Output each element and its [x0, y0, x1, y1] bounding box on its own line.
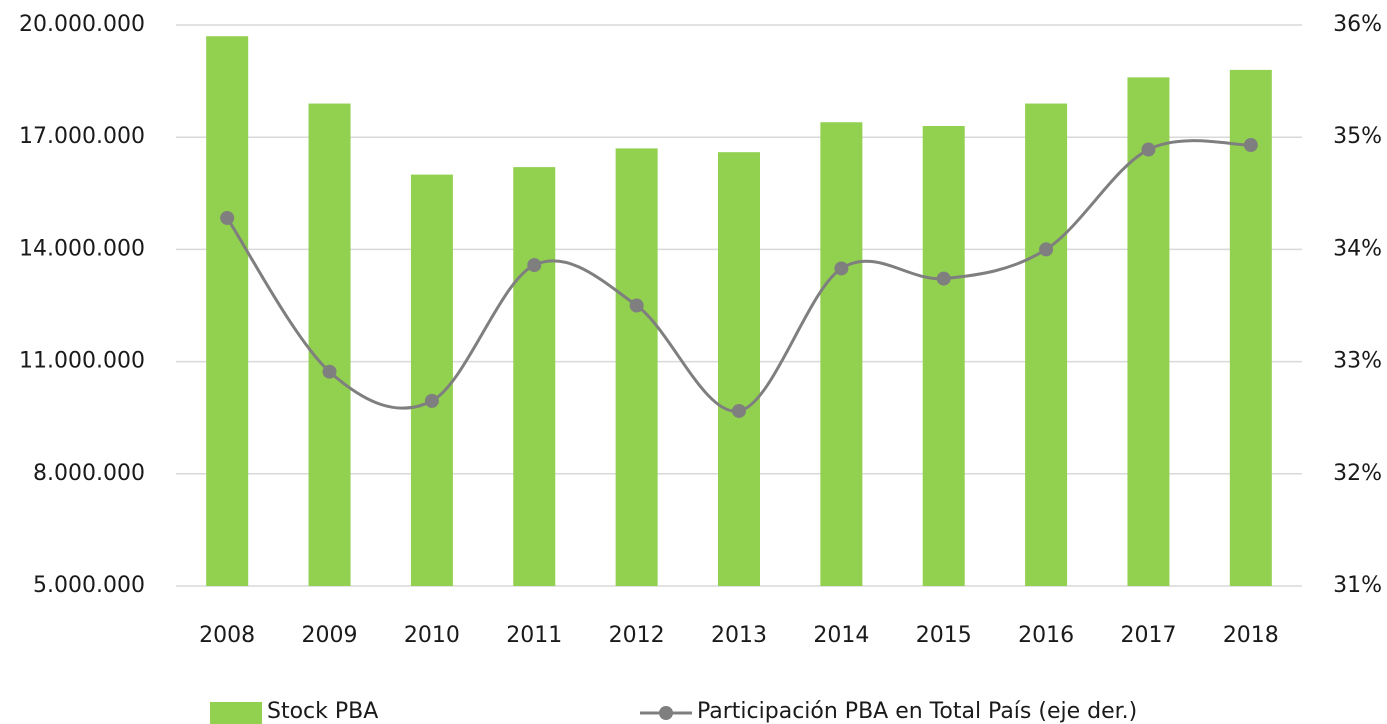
- marker: [936, 271, 951, 286]
- x-tick-label: 2010: [404, 623, 460, 648]
- bar: [718, 152, 760, 586]
- bar: [922, 125, 965, 586]
- legend-swatch: [210, 702, 262, 724]
- y-tick-label: 14.000.000: [19, 236, 145, 261]
- x-tick-label: 2009: [302, 623, 358, 648]
- bar: [1025, 103, 1068, 586]
- y-tick-label: 17.000.000: [19, 124, 145, 149]
- x-tick-label: 2015: [916, 623, 972, 648]
- legend-swatch: [659, 706, 673, 720]
- bar: [1127, 77, 1170, 587]
- y-tick-label: 20.000.000: [19, 12, 145, 37]
- marker: [1243, 138, 1258, 153]
- legend-label: Participación PBA en Total País (eje der…: [697, 699, 1137, 724]
- y-tick-label: 11.000.000: [19, 349, 145, 374]
- x-tick-label: 2012: [609, 623, 665, 648]
- legend-label: Stock PBA: [267, 699, 378, 724]
- y-tick-label: 8.000.000: [33, 461, 145, 486]
- x-tick-label: 2014: [813, 623, 869, 648]
- marker: [1141, 142, 1156, 157]
- marker: [527, 258, 542, 273]
- marker: [629, 298, 644, 313]
- marker: [834, 261, 849, 276]
- x-tick-label: 2011: [506, 623, 562, 648]
- bar: [820, 122, 863, 587]
- line: [225, 139, 1251, 413]
- bar: [513, 167, 556, 586]
- marker: [220, 210, 235, 225]
- marker: [322, 364, 337, 379]
- x-tick-label: 2016: [1018, 623, 1074, 648]
- y2-tick-label: 35%: [1333, 124, 1382, 149]
- y-tick-label: 5.000.000: [33, 573, 145, 598]
- x-tick-label: 2008: [199, 623, 255, 648]
- bar: [410, 174, 453, 586]
- marker: [732, 403, 746, 418]
- y2-tick-label: 33%: [1333, 349, 1382, 374]
- bar: [206, 36, 249, 587]
- y2-tick-label: 31%: [1333, 573, 1382, 598]
- bar: [615, 148, 658, 587]
- x-tick-label: 2013: [711, 623, 767, 648]
- x-tick-label: 2017: [1120, 623, 1176, 648]
- y2-tick-label: 34%: [1333, 236, 1382, 261]
- marker: [424, 393, 439, 408]
- marker: [1039, 242, 1054, 257]
- bar: [308, 103, 351, 586]
- x-tick-label: 2018: [1223, 623, 1279, 648]
- y2-tick-label: 32%: [1333, 461, 1382, 486]
- y2-tick-label: 36%: [1333, 12, 1382, 37]
- bar: [1229, 69, 1272, 586]
